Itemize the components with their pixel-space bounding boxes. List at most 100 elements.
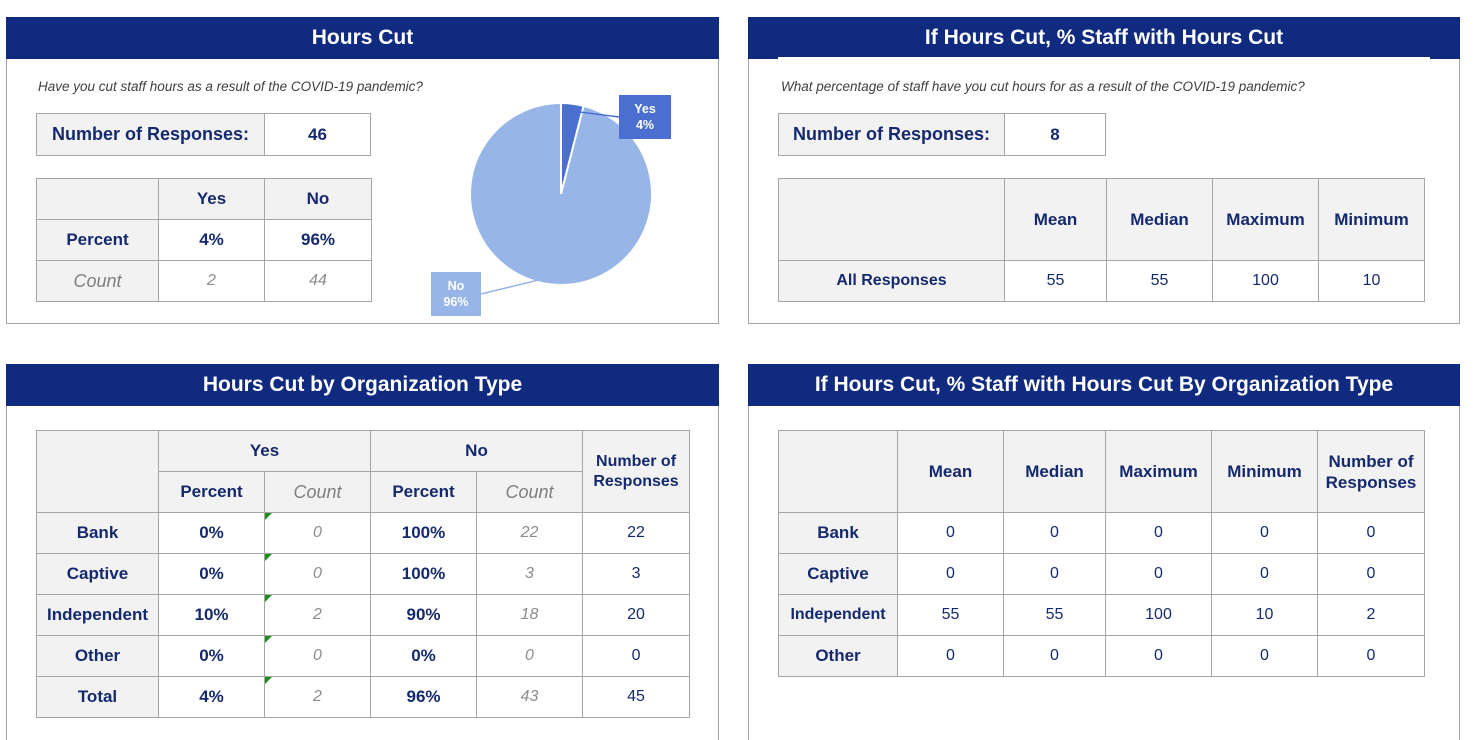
table-row: Bank 0 0 0 0 0: [778, 512, 1425, 554]
row-label-all-responses: All Responses: [778, 260, 1005, 302]
yes-count: 2: [264, 594, 371, 636]
responses-count: 45: [582, 676, 691, 718]
yes-percent: 4%: [158, 676, 265, 718]
no-percent: 100%: [370, 553, 477, 595]
table-row-total: Total 4% 2 96% 43 45: [36, 676, 691, 718]
row-label: Captive: [36, 553, 159, 595]
responses-value: 46: [264, 113, 371, 156]
pie-label-value: 96%: [443, 295, 468, 309]
maximum-value: 100: [1105, 594, 1212, 636]
row-label: Bank: [778, 512, 898, 554]
no-percent: 100%: [370, 512, 477, 554]
no-percent: 96%: [264, 219, 372, 261]
mean-value: 55: [1004, 260, 1107, 302]
responses-count: 0: [1317, 553, 1425, 595]
minimum-value: 0: [1211, 553, 1318, 595]
median-value: 55: [1003, 594, 1106, 636]
pie-leader-line: [480, 276, 551, 295]
yes-count: 2: [158, 260, 265, 302]
row-label: Other: [778, 635, 898, 677]
maximum-value: 0: [1105, 635, 1212, 677]
hours-cut-table: Yes No Percent 4% 96% Count 2 44: [36, 178, 372, 302]
panel-title: Hours Cut by Organization Type: [6, 364, 719, 406]
comment-marker: [265, 595, 272, 602]
row-label-percent: Percent: [36, 219, 159, 261]
row-label: Total: [36, 676, 159, 718]
row-label: Other: [36, 635, 159, 677]
maximum-value: 0: [1105, 512, 1212, 554]
staff-hours-cut-by-org-panel: If Hours Cut, % Staff with Hours Cut By …: [748, 364, 1460, 740]
no-count: 3: [475, 553, 584, 595]
panel-title: If Hours Cut, % Staff with Hours Cut: [748, 17, 1460, 59]
responses-count: 3: [582, 553, 691, 595]
comment-marker: [265, 554, 272, 561]
minimum-value: 0: [1211, 635, 1318, 677]
responses-count-table: Number of Responses: 46: [36, 113, 371, 156]
pie-slice-no: [469, 101, 653, 286]
no-count: 43: [475, 676, 584, 718]
responses-label: Number of Responses:: [778, 113, 1005, 156]
yes-count: 0: [264, 512, 371, 554]
responses-count: 22: [582, 512, 691, 554]
col-group-no: No: [369, 430, 584, 472]
pie-leader-line: [571, 110, 620, 118]
no-percent: 90%: [370, 594, 477, 636]
table-row: Independent 55 55 100 10 2: [778, 594, 1425, 636]
yes-count: 2: [264, 676, 371, 718]
mean-value: 0: [897, 635, 1004, 677]
responses-count: 20: [582, 594, 691, 636]
staff-stats-table: Mean Median Maximum Minimum All Response…: [778, 178, 1425, 302]
median-value: 0: [1003, 635, 1106, 677]
no-count: 22: [475, 512, 584, 554]
table-row: Captive 0 0 0 0 0: [778, 553, 1425, 595]
median-value: 55: [1106, 260, 1213, 302]
no-percent: 96%: [370, 676, 477, 718]
survey-question: Have you cut staff hours as a result of …: [38, 79, 423, 94]
col-header-number-of-responses: Number of Responses: [582, 430, 691, 513]
empty-header-cell: [778, 178, 1005, 261]
no-count: 44: [264, 260, 372, 302]
staff-hours-cut-panel: If Hours Cut, % Staff with Hours Cut Wha…: [748, 17, 1460, 324]
maximum-value: 0: [1105, 553, 1212, 595]
survey-question: What percentage of staff have you cut ho…: [781, 79, 1305, 94]
hours-cut-by-org-table: Yes No Number of Responses Percent Count…: [36, 430, 691, 718]
responses-count: 0: [1317, 635, 1425, 677]
yes-count: 0: [264, 635, 371, 677]
hours-cut-pie-chart: Yes 4% No 96%: [431, 95, 671, 316]
responses-count: 0: [582, 635, 691, 677]
col-header-maximum: Maximum: [1105, 430, 1212, 513]
col-header-number-of-responses: Number of Responses: [1317, 430, 1425, 513]
responses-count-table: Number of Responses: 8: [778, 113, 1106, 156]
col-header-no-count: Count: [475, 471, 584, 513]
minimum-value: 10: [1211, 594, 1318, 636]
empty-header-cell: [36, 178, 159, 220]
col-header-no: No: [264, 178, 372, 220]
hours-cut-by-org-panel: Hours Cut by Organization Type Yes No Nu…: [6, 364, 719, 740]
median-value: 0: [1003, 512, 1106, 554]
hours-cut-panel: Hours Cut Have you cut staff hours as a …: [6, 17, 719, 324]
no-percent: 0%: [370, 635, 477, 677]
table-row: Bank 0% 0 100% 22 22: [36, 512, 691, 554]
staff-stats-by-org-table: Mean Median Maximum Minimum Number of Re…: [778, 430, 1425, 677]
panel-title: If Hours Cut, % Staff with Hours Cut By …: [748, 364, 1460, 406]
yes-count: 0: [264, 553, 371, 595]
responses-count: 2: [1317, 594, 1425, 636]
col-header-no-percent: Percent: [370, 471, 477, 513]
median-value: 0: [1003, 553, 1106, 595]
row-label: Captive: [778, 553, 898, 595]
col-header-mean: Mean: [897, 430, 1004, 513]
col-header-maximum: Maximum: [1212, 178, 1319, 261]
yes-percent: 0%: [158, 512, 265, 554]
panel-title: Hours Cut: [6, 17, 719, 59]
yes-percent: 4%: [158, 219, 265, 261]
row-label: Independent: [36, 594, 159, 636]
responses-label: Number of Responses:: [36, 113, 265, 156]
responses-value: 8: [1004, 113, 1106, 156]
mean-value: 55: [897, 594, 1004, 636]
col-header-yes-count: Count: [264, 471, 371, 513]
pie-label-category: Yes: [634, 102, 656, 116]
pie-label-value: 4%: [636, 118, 654, 132]
col-header-yes-percent: Percent: [158, 471, 265, 513]
no-count: 0: [475, 635, 584, 677]
empty-header-cell: [778, 430, 898, 513]
